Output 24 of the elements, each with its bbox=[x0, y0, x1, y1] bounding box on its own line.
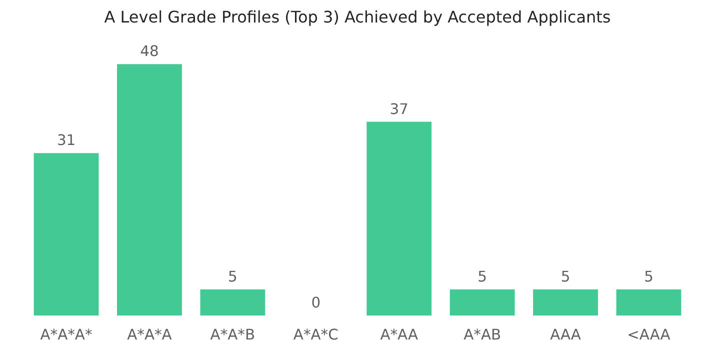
bar bbox=[200, 289, 266, 316]
bar bbox=[366, 122, 432, 316]
bar bbox=[117, 64, 182, 316]
bar bbox=[616, 289, 682, 316]
x-tick-label: A*A*B bbox=[210, 326, 256, 344]
data-label: 37 bbox=[390, 100, 408, 118]
bar bbox=[450, 289, 515, 316]
x-tick-label: A*A*A* bbox=[40, 326, 92, 344]
data-label: 31 bbox=[56, 132, 76, 150]
x-tick-label: AAA bbox=[550, 326, 581, 344]
data-label: 5 bbox=[560, 268, 570, 286]
data-label: 48 bbox=[140, 43, 159, 60]
x-tick-label: A*A*C bbox=[293, 326, 338, 344]
bar bbox=[533, 289, 598, 316]
bar bbox=[34, 153, 99, 316]
data-label: 5 bbox=[478, 268, 487, 286]
data-label: 0 bbox=[311, 294, 321, 312]
x-tick-label: <AAA bbox=[627, 326, 670, 344]
data-label: 5 bbox=[228, 268, 238, 286]
data-label: 5 bbox=[644, 268, 654, 286]
chart-title: A Level Grade Profiles (Top 3) Achieved by Accepted Applicants bbox=[104, 8, 611, 26]
x-tick-label: A*A*A bbox=[127, 326, 172, 344]
x-tick-label: A*AA bbox=[380, 326, 418, 344]
x-tick-label: A*AB bbox=[464, 326, 502, 344]
